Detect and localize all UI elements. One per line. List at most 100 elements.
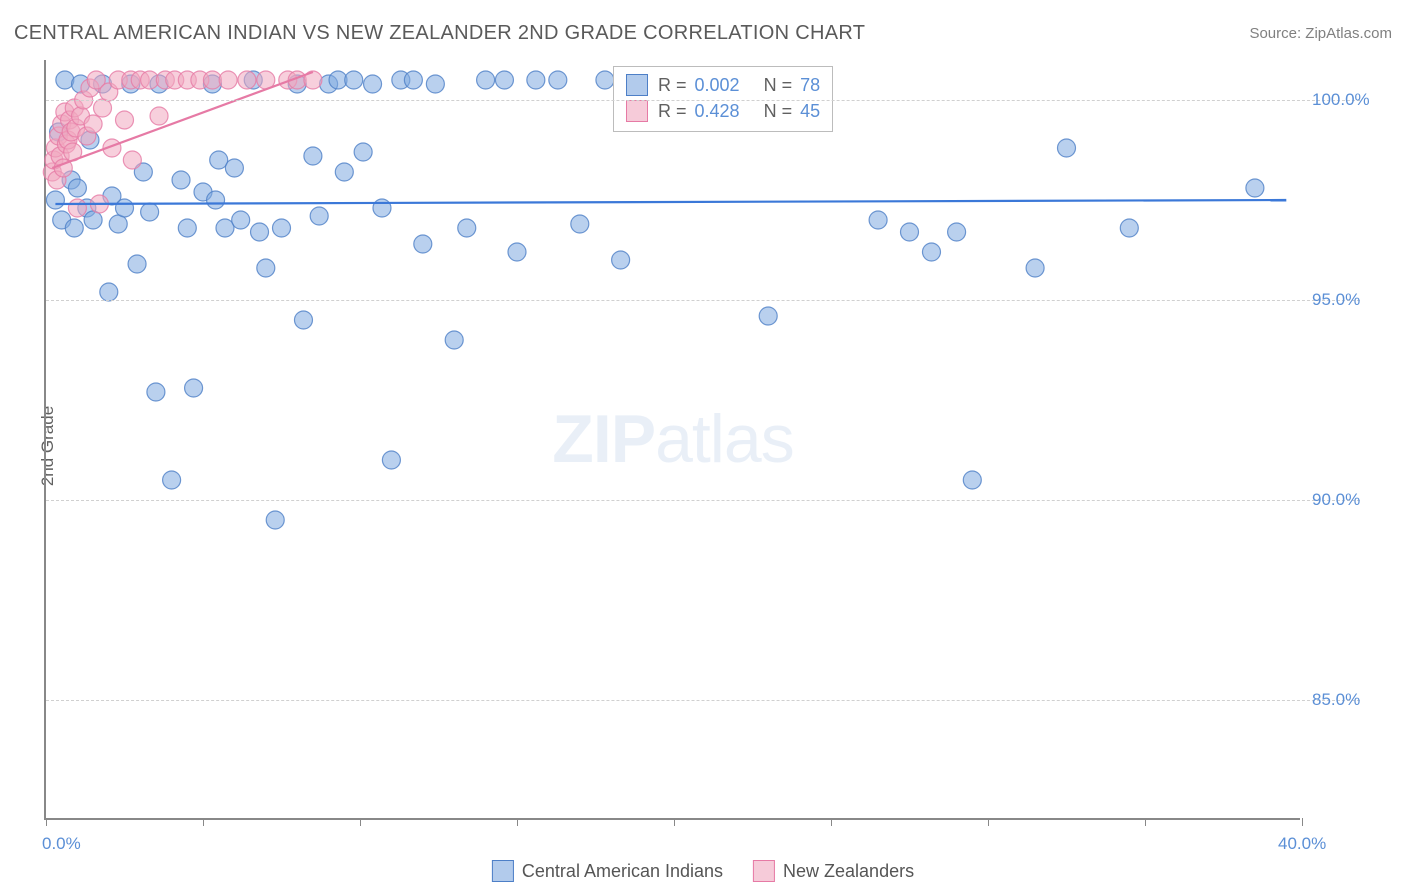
data-point xyxy=(458,219,476,237)
data-point xyxy=(1120,219,1138,237)
stats-legend: R = 0.002 N = 78 R = 0.428 N = 45 xyxy=(613,66,833,132)
data-point xyxy=(354,143,372,161)
data-point xyxy=(373,199,391,217)
data-point xyxy=(404,71,422,89)
n-label: N = xyxy=(764,75,793,96)
gridline xyxy=(46,500,1360,501)
data-point xyxy=(65,219,83,237)
data-point xyxy=(335,163,353,181)
legend-swatch xyxy=(626,100,648,122)
data-point xyxy=(477,71,495,89)
y-tick-label: 100.0% xyxy=(1312,90,1370,110)
n-label: N = xyxy=(764,101,793,122)
legend-item: Central American Indians xyxy=(492,860,723,882)
r-label: R = xyxy=(658,101,687,122)
data-point xyxy=(207,191,225,209)
data-point xyxy=(266,511,284,529)
data-point xyxy=(527,71,545,89)
data-point xyxy=(232,211,250,229)
x-tick xyxy=(674,818,675,826)
data-point xyxy=(948,223,966,241)
legend-label: Central American Indians xyxy=(522,861,723,882)
data-point xyxy=(414,235,432,253)
data-point xyxy=(571,215,589,233)
data-point xyxy=(869,211,887,229)
legend-swatch xyxy=(626,74,648,96)
data-point xyxy=(922,243,940,261)
data-point xyxy=(1058,139,1076,157)
r-value: 0.002 xyxy=(695,75,740,96)
data-point xyxy=(84,115,102,133)
scatter-svg xyxy=(46,60,1300,818)
data-point xyxy=(508,243,526,261)
data-point xyxy=(56,71,74,89)
data-point xyxy=(225,159,243,177)
data-point xyxy=(141,203,159,221)
x-tick-label: 40.0% xyxy=(1278,834,1326,854)
data-point xyxy=(150,107,168,125)
legend-swatch xyxy=(492,860,514,882)
series-legend: Central American Indians New Zealanders xyxy=(492,860,914,882)
y-tick-label: 85.0% xyxy=(1312,690,1360,710)
data-point xyxy=(364,75,382,93)
legend-label: New Zealanders xyxy=(783,861,914,882)
x-tick xyxy=(360,818,361,826)
x-tick xyxy=(46,818,47,826)
data-point xyxy=(185,379,203,397)
x-tick xyxy=(1145,818,1146,826)
data-point xyxy=(238,71,256,89)
n-value: 45 xyxy=(800,101,820,122)
data-point xyxy=(257,259,275,277)
source-attribution: Source: ZipAtlas.com xyxy=(1249,25,1392,42)
data-point xyxy=(1246,179,1264,197)
data-point xyxy=(68,199,86,217)
x-tick xyxy=(988,818,989,826)
stats-row: R = 0.428 N = 45 xyxy=(626,98,820,124)
data-point xyxy=(382,451,400,469)
trend-line xyxy=(55,200,1286,204)
data-point xyxy=(294,311,312,329)
chart-title: CENTRAL AMERICAN INDIAN VS NEW ZEALANDER… xyxy=(14,22,865,45)
data-point xyxy=(345,71,363,89)
data-point xyxy=(46,191,64,209)
n-value: 78 xyxy=(800,75,820,96)
data-point xyxy=(84,211,102,229)
y-tick-label: 90.0% xyxy=(1312,490,1360,510)
data-point xyxy=(495,71,513,89)
data-point xyxy=(163,471,181,489)
data-point xyxy=(549,71,567,89)
gridline xyxy=(46,700,1360,701)
data-point xyxy=(109,215,127,233)
data-point xyxy=(251,223,269,241)
data-point xyxy=(901,223,919,241)
data-point xyxy=(304,147,322,165)
data-point xyxy=(116,111,134,129)
x-tick xyxy=(1302,818,1303,826)
data-point xyxy=(596,71,614,89)
data-point xyxy=(128,255,146,273)
data-point xyxy=(759,307,777,325)
data-point xyxy=(273,219,291,237)
data-point xyxy=(612,251,630,269)
data-point xyxy=(310,207,328,225)
x-tick xyxy=(203,818,204,826)
legend-swatch xyxy=(753,860,775,882)
data-point xyxy=(1026,259,1044,277)
x-tick xyxy=(831,818,832,826)
data-point xyxy=(426,75,444,93)
data-point xyxy=(68,179,86,197)
r-label: R = xyxy=(658,75,687,96)
gridline xyxy=(46,100,1360,101)
data-point xyxy=(123,151,141,169)
legend-item: New Zealanders xyxy=(753,860,914,882)
data-point xyxy=(963,471,981,489)
data-point xyxy=(219,71,237,89)
y-tick-label: 95.0% xyxy=(1312,290,1360,310)
plot-area: ZIPatlas R =0.002N =78R =0.428N =45 85.0… xyxy=(44,60,1300,820)
x-tick-label: 0.0% xyxy=(42,834,81,854)
r-value: 0.428 xyxy=(695,101,740,122)
data-point xyxy=(172,171,190,189)
chart-container: CENTRAL AMERICAN INDIAN VS NEW ZEALANDER… xyxy=(0,0,1406,892)
gridline xyxy=(46,300,1360,301)
data-point xyxy=(94,99,112,117)
